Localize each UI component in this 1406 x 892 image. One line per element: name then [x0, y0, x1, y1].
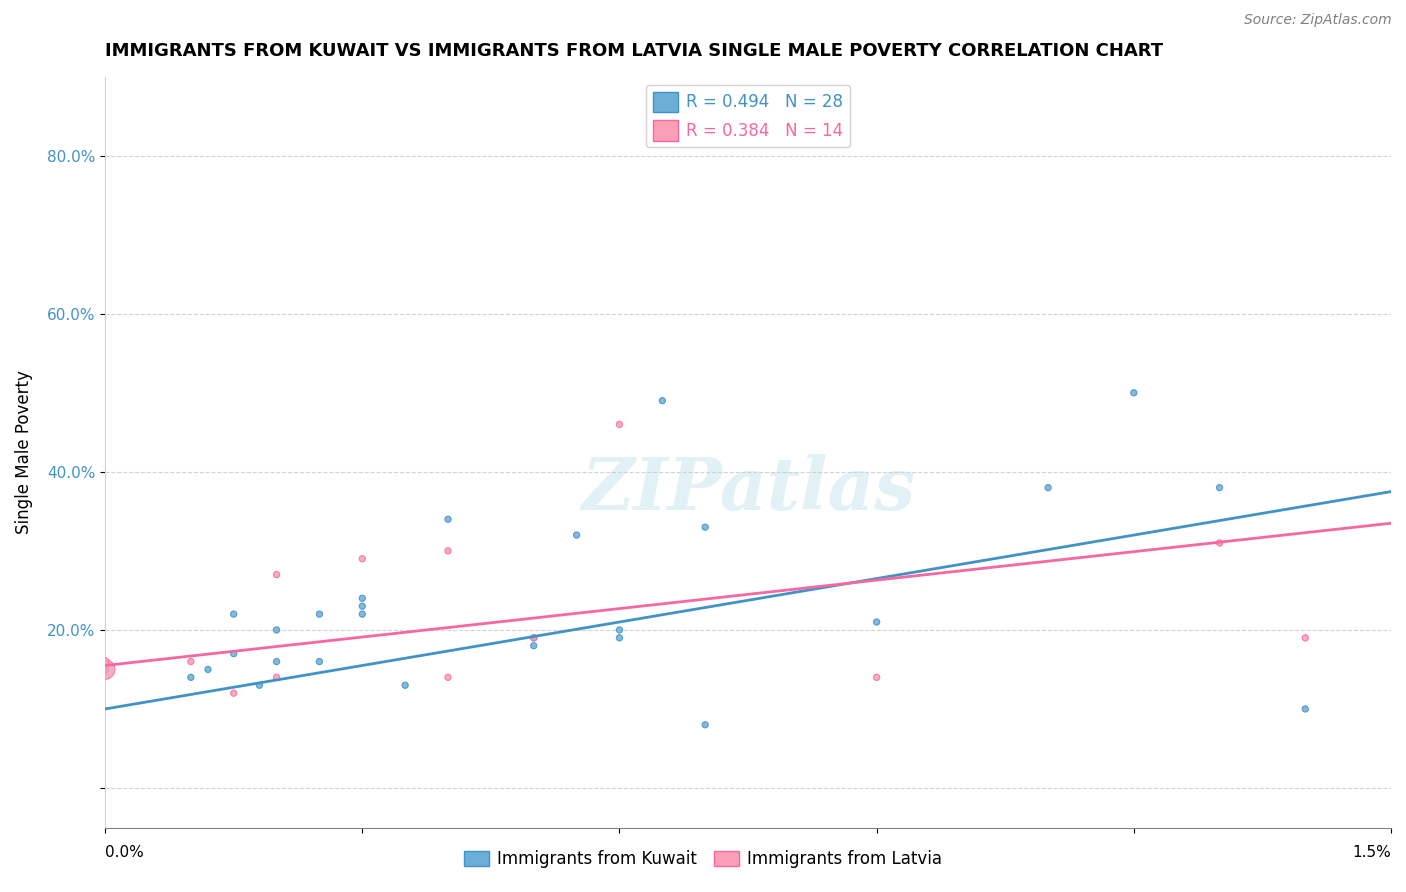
- Point: [94, 655, 117, 669]
- Point: [180, 670, 202, 684]
- Point: [437, 512, 460, 526]
- Point: [1294, 702, 1316, 716]
- Point: [352, 551, 374, 566]
- Point: [394, 678, 416, 692]
- Text: Source: ZipAtlas.com: Source: ZipAtlas.com: [1244, 13, 1392, 28]
- Point: [565, 528, 588, 542]
- Text: 1.5%: 1.5%: [1353, 846, 1391, 861]
- Text: IMMIGRANTS FROM KUWAIT VS IMMIGRANTS FROM LATVIA SINGLE MALE POVERTY CORRELATION: IMMIGRANTS FROM KUWAIT VS IMMIGRANTS FRO…: [105, 42, 1163, 60]
- Point: [437, 670, 460, 684]
- Text: 0.0%: 0.0%: [105, 846, 143, 861]
- Point: [1208, 481, 1230, 495]
- Point: [249, 678, 271, 692]
- Point: [266, 623, 288, 637]
- Point: [609, 631, 631, 645]
- Point: [94, 662, 117, 676]
- Point: [308, 607, 330, 621]
- Point: [94, 662, 117, 676]
- Point: [222, 686, 245, 700]
- Point: [266, 655, 288, 669]
- Text: ZIPatlas: ZIPatlas: [581, 454, 915, 525]
- Point: [197, 662, 219, 676]
- Point: [308, 655, 330, 669]
- Point: [352, 599, 374, 614]
- Point: [222, 647, 245, 661]
- Point: [180, 655, 202, 669]
- Point: [1294, 631, 1316, 645]
- Point: [352, 607, 374, 621]
- Point: [523, 631, 546, 645]
- Y-axis label: Single Male Poverty: Single Male Poverty: [15, 370, 32, 534]
- Point: [523, 639, 546, 653]
- Point: [222, 607, 245, 621]
- Point: [352, 591, 374, 606]
- Point: [1036, 481, 1059, 495]
- Point: [437, 544, 460, 558]
- Legend: R = 0.494   N = 28, R = 0.384   N = 14: R = 0.494 N = 28, R = 0.384 N = 14: [647, 85, 851, 147]
- Point: [695, 520, 717, 534]
- Point: [866, 670, 889, 684]
- Point: [609, 417, 631, 432]
- Legend: Immigrants from Kuwait, Immigrants from Latvia: Immigrants from Kuwait, Immigrants from …: [457, 844, 949, 875]
- Point: [1122, 385, 1144, 400]
- Point: [1208, 536, 1230, 550]
- Point: [695, 718, 717, 732]
- Point: [866, 615, 889, 629]
- Point: [523, 631, 546, 645]
- Point: [651, 393, 673, 408]
- Point: [266, 670, 288, 684]
- Point: [609, 623, 631, 637]
- Point: [266, 567, 288, 582]
